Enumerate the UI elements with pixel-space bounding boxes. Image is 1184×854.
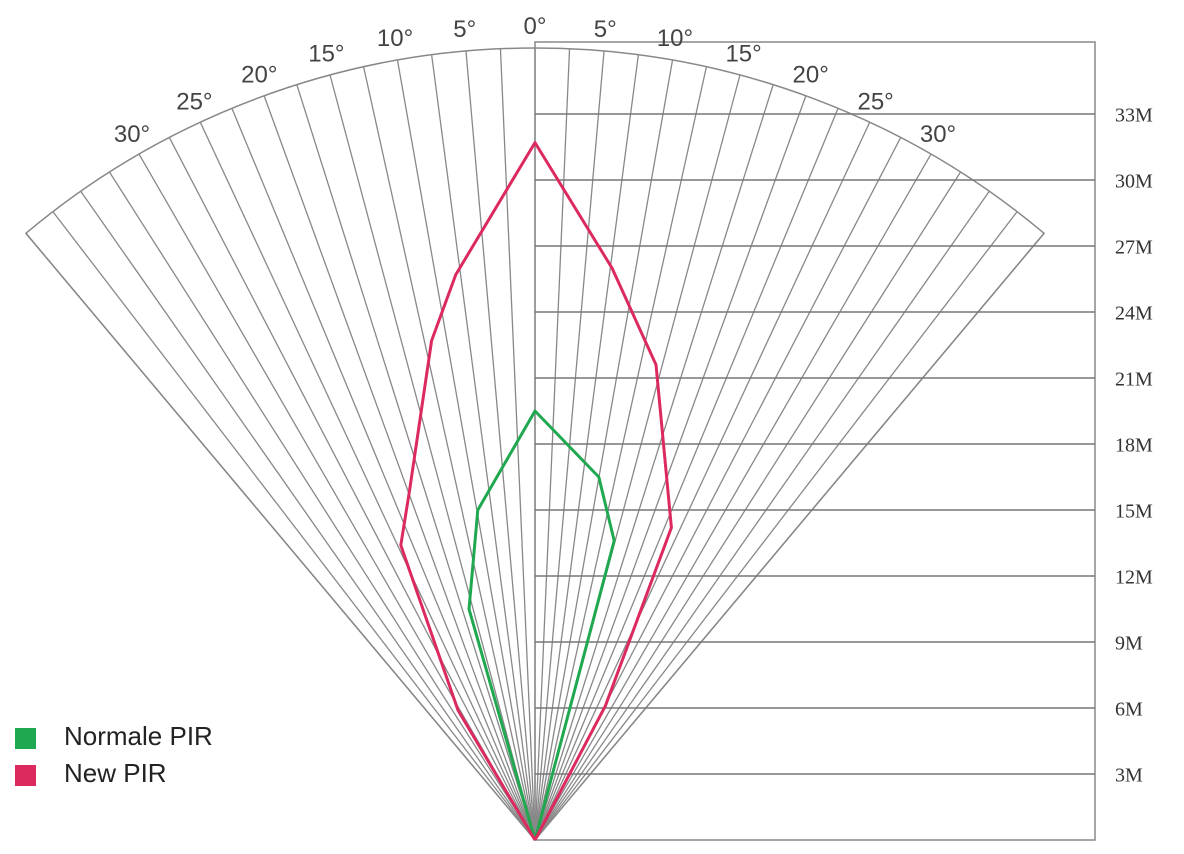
radial-line <box>329 74 536 841</box>
legend-label: Normale PIR <box>64 721 213 751</box>
radial-line <box>296 84 536 841</box>
y-tick-label: 27M <box>1115 237 1153 259</box>
y-tick-label: 24M <box>1115 303 1153 325</box>
radial-line <box>138 153 536 841</box>
radial-line <box>534 66 708 841</box>
radial-line <box>499 48 536 841</box>
y-tick-label: 15M <box>1115 501 1153 523</box>
radial-line <box>168 137 536 841</box>
radial-line <box>534 84 774 841</box>
angle-tick-label: 20° <box>793 62 829 89</box>
legend-swatch <box>15 765 36 786</box>
radial-line <box>430 54 536 841</box>
angle-tick-label: 25° <box>176 89 212 116</box>
radial-line <box>534 171 962 841</box>
radial-line <box>534 153 932 841</box>
radial-line <box>231 108 536 841</box>
y-tick-label: 21M <box>1115 369 1153 391</box>
angle-tick-label: 5° <box>453 16 476 43</box>
y-tick-label: 6M <box>1115 699 1143 721</box>
y-tick-label: 12M <box>1115 567 1153 589</box>
radial-line <box>534 121 871 841</box>
legend-label: New PIR <box>64 758 167 788</box>
radial-line <box>534 54 640 841</box>
radial-line <box>534 59 674 841</box>
y-tick-label: 30M <box>1115 171 1153 193</box>
radial-line <box>199 121 536 841</box>
angle-tick-label: 15° <box>725 40 761 67</box>
radial-line <box>396 59 536 841</box>
detection-curve <box>399 141 673 841</box>
radial-line <box>362 66 536 841</box>
angle-tick-label: 10° <box>377 25 413 52</box>
y-tick-label: 33M <box>1115 105 1153 127</box>
y-tick-label: 3M <box>1115 765 1143 787</box>
angle-tick-label: 0° <box>524 13 547 40</box>
radial-line <box>52 211 536 841</box>
y-tick-label: 18M <box>1115 435 1153 457</box>
radial-line <box>534 95 807 841</box>
legend-swatch <box>15 728 36 749</box>
radial-line <box>465 50 536 841</box>
radial-line <box>108 171 536 841</box>
radial-line <box>534 211 1018 841</box>
radial-line <box>263 95 536 841</box>
distance-box <box>534 41 1096 841</box>
angle-tick-label: 10° <box>657 25 693 52</box>
angle-tick-label: 5° <box>594 16 617 43</box>
angle-tick-label: 30° <box>114 121 150 148</box>
angle-tick-label: 30° <box>920 121 956 148</box>
angle-tick-label: 25° <box>857 89 893 116</box>
angle-tick-label: 15° <box>308 40 344 67</box>
radial-line <box>534 108 839 841</box>
y-tick-label: 9M <box>1115 633 1143 655</box>
radial-line <box>534 190 990 841</box>
radial-line <box>80 190 536 841</box>
angle-tick-label: 20° <box>241 62 277 89</box>
detection-curve <box>467 409 616 841</box>
